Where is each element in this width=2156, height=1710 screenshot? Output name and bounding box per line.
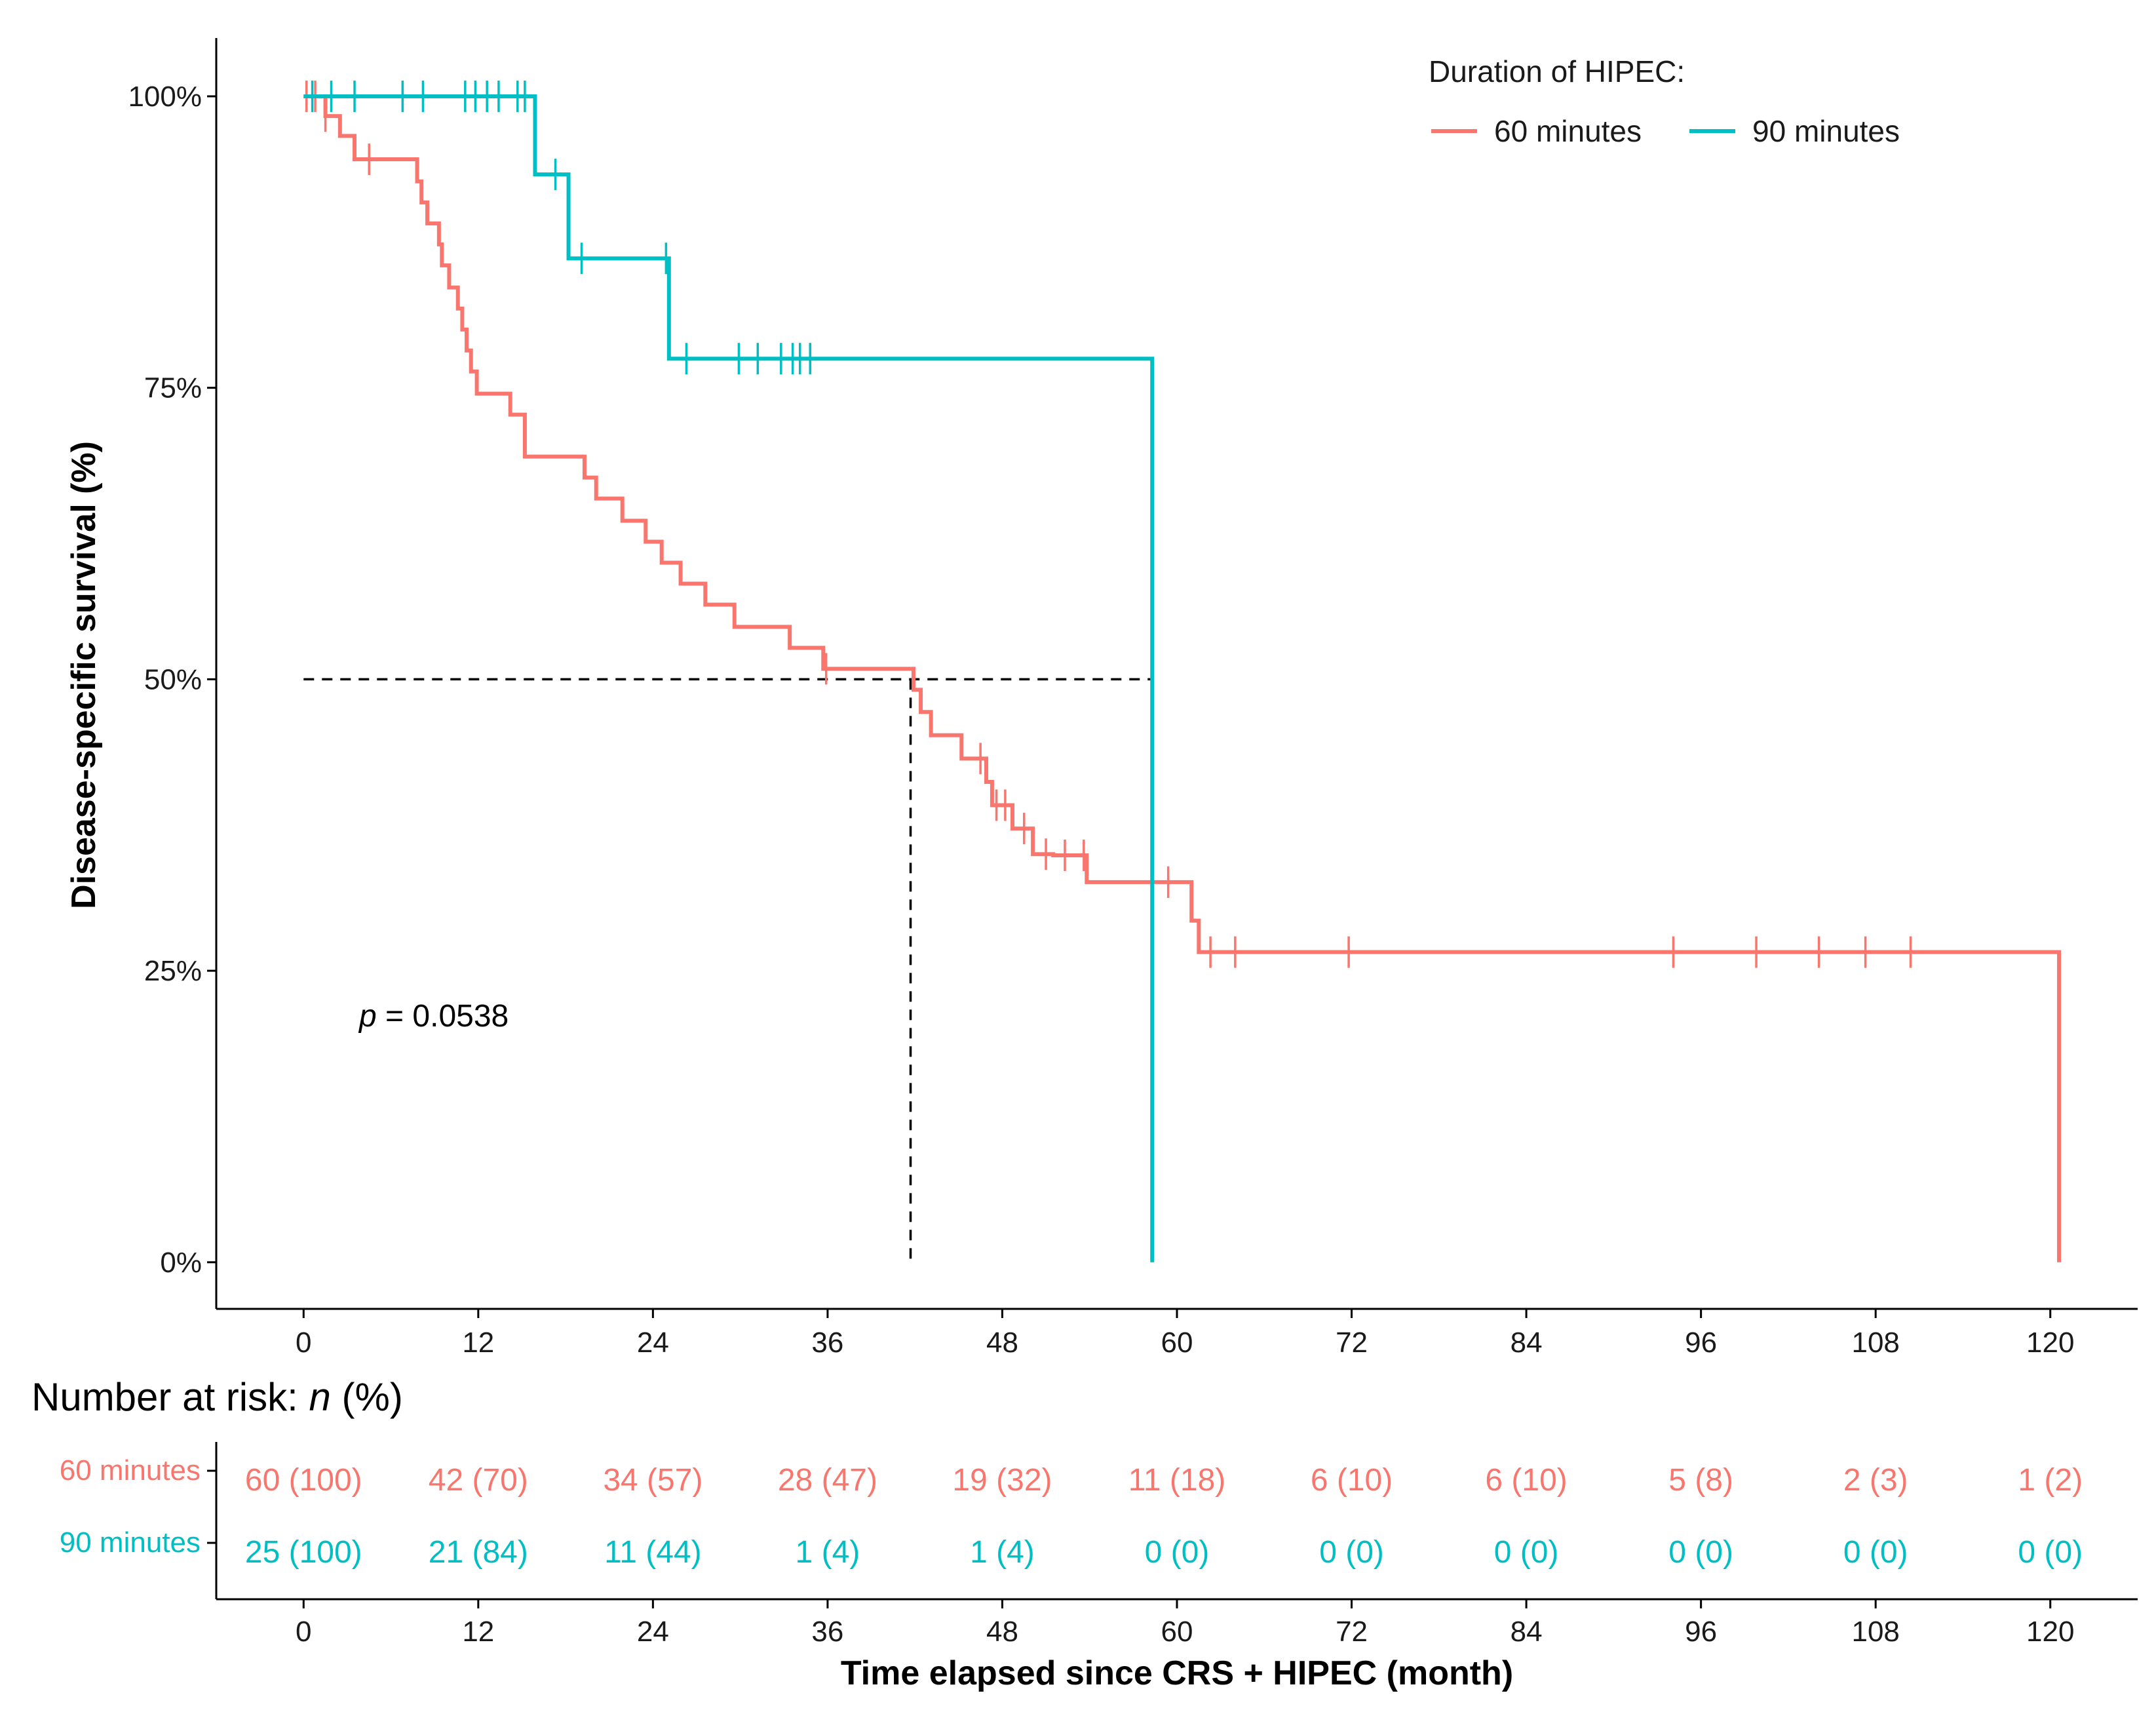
x-tick-label: 48 — [986, 1327, 1018, 1359]
risk-x-tick-label: 24 — [637, 1616, 669, 1648]
km-plot: 0%25%50%75%100% 0 12 24 36 48 60 72 84 96 108 120 … — [65, 38, 2138, 1359]
x-tick-label: 108 — [1851, 1327, 1899, 1359]
survival-curves — [303, 80, 2062, 1262]
series-60-minutes — [303, 80, 2062, 1262]
risk-row-label: 90 minutes — [60, 1526, 201, 1559]
risk-x-tick-label: 12 — [462, 1616, 494, 1648]
risk-table: Number at risk: n (%) 60 minutes 60 (100)… — [31, 1375, 2138, 1692]
risk-value: 5 (8) — [1668, 1463, 1733, 1498]
p-value-label: p = 0.0538 — [358, 999, 509, 1034]
risk-value: 6 (10) — [1311, 1463, 1393, 1498]
survival-curve-line — [303, 94, 2062, 1262]
risk-value: 1 (4) — [796, 1535, 860, 1570]
median-reference-lines — [303, 678, 1153, 1262]
risk-x-tick-label: 108 — [1851, 1616, 1899, 1648]
x-tick-label: 36 — [811, 1327, 843, 1359]
risk-value: 2 (3) — [1843, 1463, 1908, 1498]
risk-value: 11 (44) — [604, 1535, 702, 1570]
risk-x-tick-label: 48 — [986, 1616, 1018, 1648]
x-tick-label: 12 — [462, 1327, 494, 1359]
risk-title-prefix: Number at risk: — [31, 1375, 309, 1419]
risk-value: 0 (0) — [1668, 1535, 1733, 1570]
x-tick-label: 72 — [1336, 1327, 1368, 1359]
x-tick-label: 96 — [1685, 1327, 1717, 1359]
y-axis-title: Disease-specific survival (%) — [65, 441, 103, 909]
risk-value: 25 (100) — [245, 1535, 362, 1570]
risk-value: 1 (2) — [2018, 1463, 2083, 1498]
survival-curve-line — [303, 94, 1155, 1262]
x-tick-label: 0 — [296, 1327, 311, 1359]
x-tick-label: 24 — [637, 1327, 669, 1359]
risk-value: 19 (32) — [952, 1463, 1052, 1498]
risk-value: 60 (100) — [245, 1463, 362, 1498]
risk-value: 11 (18) — [1128, 1463, 1226, 1498]
risk-x-tick-label: 72 — [1336, 1616, 1368, 1648]
x-tick-label: 120 — [2026, 1327, 2074, 1359]
risk-value: 0 (0) — [1494, 1535, 1559, 1570]
p-value-symbol: p — [358, 999, 377, 1034]
legend-label-90: 90 minutes — [1752, 114, 1900, 148]
risk-row-label: 60 minutes — [60, 1454, 201, 1487]
risk-value: 0 (0) — [1145, 1535, 1210, 1570]
risk-value: 0 (0) — [1319, 1535, 1384, 1570]
risk-value: 0 (0) — [1843, 1535, 1908, 1570]
x-tick-label: 60 — [1161, 1327, 1193, 1359]
risk-x-tick-label: 36 — [811, 1616, 843, 1648]
y-tick-label: 25% — [144, 955, 202, 987]
risk-value: 34 (57) — [603, 1463, 703, 1498]
risk-x-tick-label: 84 — [1511, 1616, 1543, 1648]
risk-value: 1 (4) — [970, 1535, 1035, 1570]
risk-title-suffix: (%) — [331, 1375, 403, 1419]
legend-label-60: 60 minutes — [1494, 114, 1642, 148]
y-tick-label: 0% — [160, 1247, 202, 1279]
risk-rows: 60 minutes 60 (100) 42 (70) 34 (57) 28 (47) 1… — [60, 1454, 2083, 1570]
legend: Duration of HIPEC: 60 minutes 90 minutes — [1429, 54, 1900, 148]
risk-value: 6 (10) — [1485, 1463, 1567, 1498]
y-tick-label: 100% — [128, 81, 202, 113]
series-90-minutes — [303, 80, 1155, 1262]
risk-value: 21 (84) — [429, 1535, 528, 1570]
x-tick-label: 84 — [1511, 1327, 1543, 1359]
risk-x-tick-label: 0 — [296, 1616, 311, 1648]
x-axis-ticks: 0 12 24 36 48 60 72 84 96 108 120 — [296, 1309, 2074, 1359]
p-value-text: = 0.0538 — [377, 999, 509, 1034]
risk-table-title: Number at risk: n (%) — [31, 1375, 403, 1419]
y-tick-label: 75% — [144, 372, 202, 404]
risk-x-tick-label: 120 — [2026, 1616, 2074, 1648]
risk-value: 28 (47) — [778, 1463, 877, 1498]
y-axis-ticks: 0% 25% 50% 75% 100% — [128, 81, 216, 1279]
risk-x-axis-ticks: 0 12 24 36 48 60 72 84 96 108 120 — [296, 1599, 2074, 1648]
risk-title-var: n — [309, 1375, 330, 1419]
y-tick-label: 50% — [144, 663, 202, 695]
legend-title: Duration of HIPEC: — [1429, 54, 1685, 88]
risk-x-tick-label: 60 — [1161, 1616, 1193, 1648]
risk-value: 0 (0) — [2018, 1535, 2083, 1570]
risk-value: 42 (70) — [429, 1463, 528, 1498]
x-axis-title: Time elapsed since CRS + HIPEC (month) — [841, 1654, 1513, 1692]
risk-x-tick-label: 96 — [1685, 1616, 1717, 1648]
